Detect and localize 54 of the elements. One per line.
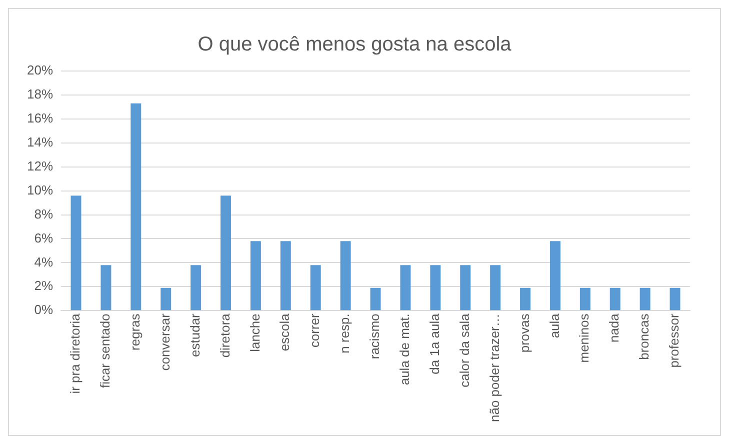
x-tick-label: estudar: [187, 312, 202, 357]
x-tick-label: ir pra diretoria: [68, 312, 83, 394]
x-tick-label: n resp.: [337, 314, 352, 354]
bar: [580, 288, 590, 310]
bar: [310, 265, 321, 310]
y-tick-label: 2%: [34, 278, 54, 294]
bar: [250, 241, 261, 310]
bar: [280, 241, 291, 310]
x-tick-label: diretora: [217, 312, 232, 358]
y-tick-label: 16%: [26, 110, 54, 126]
y-tick-label: 20%: [26, 62, 54, 78]
y-tick-label: 18%: [26, 86, 54, 102]
bar: [670, 288, 680, 310]
bar: [610, 288, 620, 310]
y-tick-label: 8%: [34, 206, 54, 222]
x-tick-label: aula: [546, 312, 562, 338]
x-tick-label: broncas: [636, 313, 652, 360]
x-tick-label: racismo: [367, 314, 382, 360]
x-tick-label: da 1a aula: [426, 312, 442, 374]
bar: [130, 103, 142, 310]
x-tick-label: correr: [307, 312, 322, 348]
x-tick-label: calor da sala: [456, 312, 472, 388]
bar: [550, 241, 560, 310]
bar: [400, 265, 411, 310]
x-tick-label: escola: [277, 312, 292, 352]
x-tick-label: provas: [516, 313, 532, 353]
bar: [460, 265, 471, 310]
y-tick-label: 10%: [26, 182, 54, 198]
bar: [490, 265, 501, 310]
bar: [520, 288, 531, 310]
y-tick-label: 0%: [34, 302, 54, 318]
y-tick-label: 12%: [26, 158, 54, 174]
bar: [430, 265, 441, 310]
bar: [370, 288, 381, 310]
bar: [340, 241, 351, 310]
bar: [100, 265, 112, 310]
chart-title: O que você menos gosta na escola: [198, 34, 512, 56]
y-tick-label: 4%: [34, 254, 54, 270]
x-tick-label: professor: [666, 312, 682, 368]
bar: [70, 196, 82, 310]
bar: [160, 288, 172, 310]
x-tick-label: aula de mat.: [397, 314, 412, 386]
x-tick-label: meninos: [576, 313, 592, 363]
y-tick-label: 14%: [26, 134, 54, 150]
x-tick-label: lanche: [247, 314, 262, 352]
bar: [220, 196, 231, 310]
bar: [640, 288, 650, 310]
x-tick-label: não poder trazer…: [486, 314, 502, 422]
x-tick-label: conversar: [157, 312, 172, 371]
x-tick-label: ficar sentado: [98, 314, 113, 388]
y-tick-label: 6%: [34, 230, 54, 246]
bar: [190, 265, 202, 310]
x-tick-label: nada: [606, 312, 622, 343]
x-tick-label: regras: [127, 313, 142, 350]
